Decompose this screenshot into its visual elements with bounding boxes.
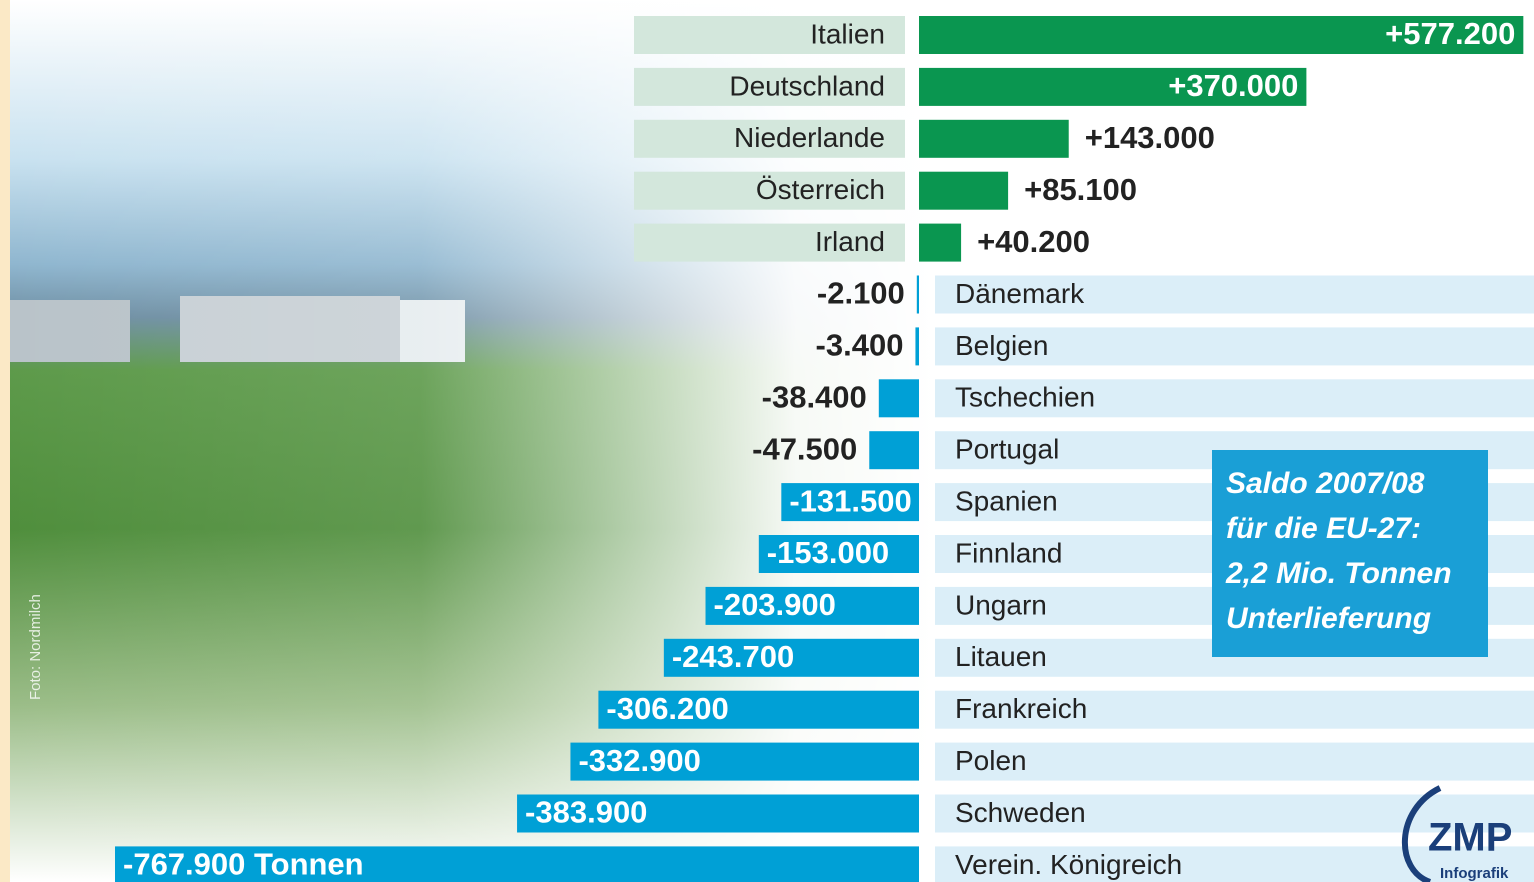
- category-label: Litauen: [955, 641, 1047, 672]
- category-band: [935, 690, 1534, 729]
- value-label: -383.900: [525, 795, 647, 830]
- category-label: Österreich: [756, 174, 885, 205]
- category-band: [935, 742, 1534, 781]
- category-label: Tschechien: [955, 382, 1095, 413]
- value-label: -153.000: [767, 535, 889, 570]
- value-label: -243.700: [672, 639, 794, 674]
- bar: [919, 223, 962, 262]
- value-label: +370.000: [1168, 68, 1298, 103]
- category-label: Ungarn: [955, 589, 1047, 620]
- bar: [915, 327, 919, 366]
- logo: ZMP: [1428, 816, 1512, 860]
- value-label: -47.500: [752, 431, 857, 466]
- bar: [115, 846, 919, 882]
- bar: [758, 535, 919, 573]
- category-label: Dänemark: [955, 278, 1085, 309]
- bar: [663, 638, 919, 677]
- bar: [570, 742, 919, 781]
- category-label: Verein. Königreich: [955, 849, 1182, 880]
- category-label: Irland: [815, 226, 885, 257]
- bar: [919, 16, 1524, 54]
- logo-arc: [1401, 785, 1442, 882]
- category-label: Belgien: [955, 330, 1048, 361]
- category-label: Italien: [810, 18, 885, 49]
- value-label: +577.200: [1385, 16, 1515, 51]
- value-label: -3.400: [816, 328, 904, 363]
- value-label: -131.500: [789, 483, 911, 518]
- value-label: +143.000: [1085, 120, 1215, 155]
- category-label: Niederlande: [734, 122, 885, 153]
- bar: [916, 275, 919, 314]
- category-box: [634, 171, 905, 210]
- value-label: -332.900: [578, 743, 700, 778]
- bar: [598, 690, 919, 729]
- category-band: [935, 327, 1534, 366]
- category-label: Polen: [955, 745, 1027, 776]
- bar: [869, 431, 919, 470]
- value-label: +40.200: [977, 224, 1090, 259]
- value-label: -306.200: [606, 691, 728, 726]
- category-box: [634, 67, 905, 106]
- value-label: -38.400: [762, 379, 867, 414]
- category-band: [935, 275, 1534, 314]
- category-box: [634, 119, 905, 158]
- category-label: Finnland: [955, 537, 1062, 568]
- value-label: -2.100: [817, 276, 905, 311]
- bar: [919, 67, 1307, 106]
- callout-text: Unterlieferung: [1226, 602, 1431, 635]
- callout-text: Saldo 2007/08: [1226, 467, 1425, 500]
- value-label: -767.900 Tonnen: [123, 847, 364, 882]
- category-label: Portugal: [955, 434, 1059, 465]
- bar: [517, 794, 919, 833]
- category-box: [634, 16, 905, 54]
- bar: [919, 171, 1009, 210]
- logo-sub: Infografik: [1440, 865, 1509, 882]
- callout-text: 2,2 Mio. Tonnen: [1225, 557, 1452, 590]
- photo-credit: Foto: Nordmilch: [27, 594, 44, 700]
- bar: [919, 119, 1069, 158]
- bar: [705, 586, 919, 625]
- bar: [781, 483, 919, 522]
- category-label: Deutschland: [729, 70, 885, 101]
- category-band: [935, 794, 1534, 833]
- callout: [1212, 450, 1488, 657]
- bar: [878, 379, 919, 418]
- category-label: Frankreich: [955, 693, 1087, 724]
- callout-text: für die EU-27:: [1226, 512, 1421, 545]
- category-band: [935, 379, 1534, 418]
- category-box: [634, 223, 905, 262]
- category-label: Spanien: [955, 485, 1058, 516]
- value-label: -203.900: [714, 587, 836, 622]
- category-label: Schweden: [955, 797, 1086, 828]
- category-band: [935, 846, 1534, 882]
- value-label: +85.100: [1024, 172, 1137, 207]
